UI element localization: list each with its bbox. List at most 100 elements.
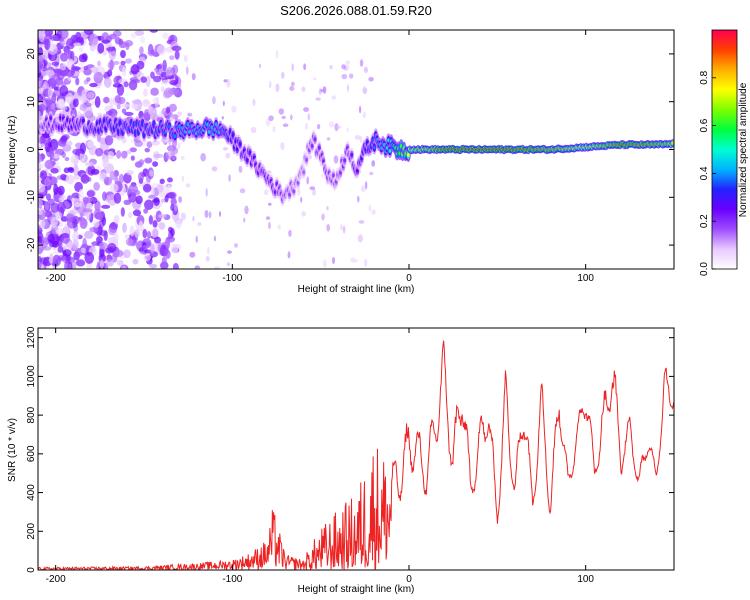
spectrogram-speckle — [44, 211, 51, 218]
spectrogram-speckle — [166, 73, 169, 78]
spectrogram-speckle — [47, 233, 55, 244]
spectrogram-speckle — [60, 52, 69, 62]
spectrogram-speckle — [221, 116, 225, 120]
spectrogram-speckle — [122, 222, 127, 234]
spectrogram-speckle — [68, 167, 75, 173]
spectrogram-speckle — [149, 263, 158, 269]
colorbar: 0.0 0.2 0.4 0.6 0.8 Normalized spectral ampl… — [699, 29, 749, 276]
spectrogram-speckle — [89, 44, 96, 52]
spectrogram-speckle — [265, 216, 271, 220]
spectrogram-ridge-core — [168, 124, 171, 129]
spectrogram-speckle — [311, 188, 317, 196]
spectrogram-speckle — [132, 63, 138, 72]
spectrogram-speckle — [58, 98, 65, 109]
spectrogram-speckle — [44, 201, 50, 211]
spectrogram-speckle — [75, 77, 80, 86]
spectrogram-speckle — [76, 36, 84, 43]
spectrogram-speckle — [38, 163, 45, 169]
spectrogram-speckle — [326, 137, 331, 141]
spectrogram-speckle — [118, 173, 125, 184]
snr-y-tick-label: 400 — [26, 484, 37, 501]
spectrogram-speckle — [79, 103, 87, 111]
spectrogram-y-tick-label: -10 — [26, 190, 37, 205]
spectrogram-speckle — [150, 186, 155, 198]
spectrogram-speckle — [116, 104, 121, 110]
spectrogram-speckle — [307, 113, 311, 121]
spectrogram-speckle — [132, 209, 142, 217]
spectrogram-speckle — [135, 195, 143, 205]
snr-y-tick-label: 1000 — [26, 365, 37, 388]
spectrogram-speckle — [90, 168, 100, 175]
snr-x-tick-label: 100 — [577, 574, 594, 585]
spectrogram-speckle — [326, 223, 331, 232]
spectrogram-ridge-core — [313, 137, 317, 142]
spectrogram-speckle — [165, 106, 171, 114]
spectrogram-speckle — [303, 63, 307, 71]
spectrogram-speckle — [309, 186, 316, 191]
spectrogram-speckle — [321, 173, 324, 179]
spectrogram-speckle — [186, 183, 191, 188]
spectrogram-speckle — [57, 246, 64, 253]
spectrogram-speckle — [109, 97, 114, 110]
spectrogram-y-tick-label: 0 — [26, 146, 37, 152]
spectrogram-speckle — [107, 242, 117, 253]
spectrogram-speckle — [38, 30, 46, 43]
spectrogram-speckle — [205, 255, 210, 262]
spectrogram-speckle — [371, 209, 376, 215]
spectrogram-speckle — [244, 205, 249, 215]
spectrogram-speckle — [38, 55, 44, 66]
spectrogram-speckle — [169, 55, 175, 61]
spectrogram-speckle — [66, 71, 73, 78]
spectrogram-speckle — [140, 76, 148, 83]
spectrogram-speckle — [268, 221, 271, 230]
spectrogram-speckle — [106, 47, 116, 52]
spectrogram-speckle — [38, 77, 43, 89]
spectrogram-speckle — [177, 142, 181, 150]
spectrogram-speckle — [72, 148, 82, 155]
spectrogram-speckle — [252, 98, 256, 107]
spectrogram-ridge-core — [388, 148, 392, 153]
spectrogram-speckle — [138, 159, 145, 166]
spectrogram-speckle — [113, 214, 120, 224]
spectrogram-speckle — [84, 251, 95, 264]
spectrogram-speckle — [39, 219, 46, 229]
spectrogram-speckle — [82, 237, 87, 250]
spectrogram-ridge-core — [406, 152, 410, 157]
spectrogram-speckle — [128, 192, 137, 203]
spectrogram-speckle — [97, 42, 105, 54]
spectrogram-speckle — [360, 185, 366, 193]
spectrogram-speckle — [121, 103, 131, 108]
spectrogram-speckle — [60, 135, 68, 142]
spectrogram-speckle — [38, 184, 46, 193]
spectrogram-ridge-core — [296, 180, 300, 185]
spectrogram-speckle — [65, 140, 73, 147]
spectrogram-speckle — [121, 66, 127, 77]
spectrogram-speckle — [192, 215, 195, 222]
snr-y-label: SNR (10 * v/v) — [7, 418, 18, 482]
spectrogram-speckle — [143, 254, 151, 262]
spectrogram-speckle — [164, 238, 171, 249]
spectrogram-speckle — [102, 216, 107, 226]
spectrogram-ridge-core — [671, 141, 674, 145]
spectrogram-speckle — [57, 185, 65, 196]
spectrogram-speckle — [348, 73, 354, 79]
chart-title: S206.2026.088.01.59.R20 — [280, 3, 432, 18]
snr-panel: -200 -100 0 100 0 200 400 600 800 1000 1200 Heigh… — [7, 326, 675, 595]
spectrogram-speckle — [175, 219, 182, 229]
spectrogram-speckle — [128, 184, 139, 195]
colorbar-tick-label: 0.2 — [699, 214, 710, 228]
colorbar-tick-label: 0.4 — [699, 166, 710, 180]
spectrogram-speckle — [103, 176, 113, 186]
spectrogram-y-label: Frequency (Hz) — [7, 116, 18, 185]
spectrogram-speckle — [65, 38, 76, 50]
spectrogram-speckle — [91, 66, 99, 74]
spectrogram-speckle — [267, 202, 272, 206]
spectrogram-speckle — [49, 253, 54, 265]
spectrogram-speckle — [288, 229, 292, 237]
spectrogram-speckle — [102, 157, 110, 167]
spectrogram-speckle — [162, 137, 166, 145]
spectrogram-speckle — [98, 253, 107, 263]
spectrogram-ridge-core — [118, 121, 122, 126]
spectrogram-speckle — [152, 161, 159, 167]
spectrogram-speckle — [73, 42, 82, 47]
